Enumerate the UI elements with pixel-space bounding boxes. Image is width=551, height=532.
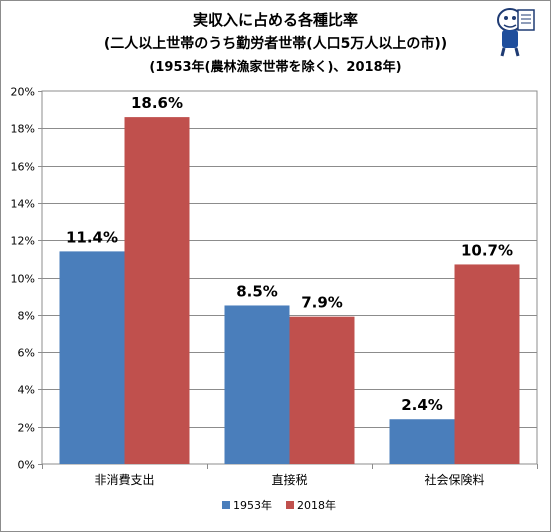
data-label: 11.4% bbox=[66, 228, 118, 246]
y-tick-label: 10% bbox=[11, 273, 35, 286]
bar-1953 bbox=[224, 305, 290, 464]
data-label: 2.4% bbox=[401, 396, 443, 414]
chart-subtitle: (二人以上世帯のうち勤労者世帯(人口5万人以上の市)) bbox=[103, 36, 448, 52]
x-category-label: 非消費支出 bbox=[94, 472, 154, 487]
y-tick-label: 14% bbox=[11, 198, 35, 211]
y-tick-label: 4% bbox=[18, 384, 35, 397]
bar-2018 bbox=[289, 316, 355, 464]
y-tick-label: 12% bbox=[11, 235, 35, 248]
chart-title: 実収入に占める各種比率 bbox=[192, 11, 358, 29]
y-tick-label: 6% bbox=[18, 347, 35, 360]
data-label: 18.6% bbox=[131, 94, 183, 112]
bar-2018 bbox=[454, 264, 520, 464]
bar-1953 bbox=[59, 251, 125, 464]
y-tick-label: 0% bbox=[18, 459, 35, 472]
legend-label: 2018年 bbox=[297, 498, 336, 512]
y-tick-label: 2% bbox=[18, 422, 35, 435]
x-category-label: 社会保険料 bbox=[424, 472, 484, 487]
data-label: 8.5% bbox=[236, 282, 278, 300]
data-label: 10.7% bbox=[461, 241, 513, 259]
mascot-logo-icon bbox=[497, 8, 535, 57]
bar-2018 bbox=[124, 117, 190, 465]
y-tick-label: 8% bbox=[18, 310, 35, 323]
y-tick-label: 16% bbox=[11, 161, 35, 174]
bar-1953 bbox=[389, 419, 455, 464]
data-label: 7.9% bbox=[301, 294, 343, 312]
chart-note: (1953年(農林漁家世帯を除く)、2018年) bbox=[149, 60, 402, 75]
legend-swatch bbox=[286, 501, 294, 509]
legend-swatch bbox=[222, 501, 230, 509]
y-tick-label: 20% bbox=[11, 86, 35, 99]
y-tick-label: 18% bbox=[11, 123, 35, 136]
legend-label: 1953年 bbox=[233, 498, 272, 512]
x-category-label: 直接税 bbox=[271, 472, 307, 487]
